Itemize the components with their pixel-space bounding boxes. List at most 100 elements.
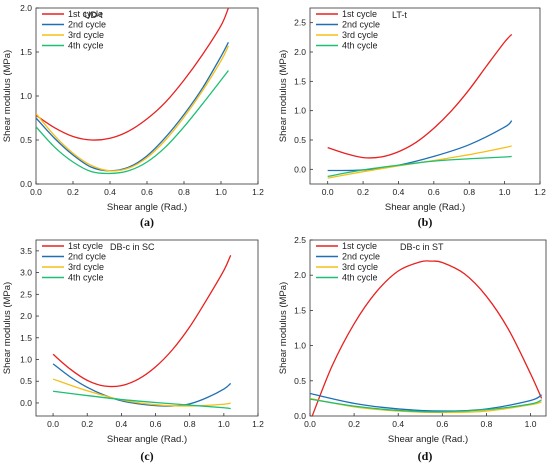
y-tick-label: 3.0 — [20, 268, 32, 278]
y-tick-label: 1.0 — [20, 91, 32, 101]
y-tick-label: 2.5 — [20, 289, 32, 299]
panel-caption: (c) — [140, 449, 153, 463]
x-tick-label: 1.2 — [534, 187, 546, 197]
series-line-4 — [327, 155, 512, 178]
plot-frame — [309, 239, 547, 417]
y-tick-label: 0.0 — [294, 411, 306, 421]
chart-panel-b: 0.0 0.2 0.4 0.6 0.8 1.0 1.2 0.0 0.5 1.0 1.5 2.0 2.5 S… — [278, 7, 546, 229]
x-tick-label: 0.2 — [348, 419, 360, 429]
x-tick-label: 1.0 — [499, 187, 511, 197]
legend-label: 2nd cycle — [342, 20, 380, 30]
series-line-2 — [36, 42, 229, 172]
legend-label: 1st cycle — [68, 9, 103, 19]
panel-tag: DB-c in ST — [400, 242, 444, 252]
panel-tag: LT-t — [392, 10, 407, 20]
x-axis-label: Shear angle (Rad.) — [107, 202, 187, 213]
y-tick-label: 2.5 — [294, 18, 306, 28]
series-line-1 — [52, 254, 232, 388]
legend-label: 2nd cycle — [342, 252, 380, 262]
chart-panel-c: 0.0 0.2 0.4 0.6 0.8 1.0 1.2 0.0 0.5 1.0 1.5 2.0 2.5 3… — [2, 239, 264, 463]
x-tick-label: 0.8 — [178, 187, 190, 197]
legend-label: 3rd cycle — [68, 30, 104, 40]
x-tick-label: 0.4 — [392, 419, 404, 429]
x-tick-label: 1.0 — [215, 187, 227, 197]
chart-panel-a: 0.0 0.2 0.4 0.6 0.8 1.0 1.2 0.0 0.5 1.0 1.5 2.0 Shea… — [2, 3, 264, 229]
x-tick-label: 0.2 — [67, 187, 79, 197]
series-line-3 — [36, 45, 229, 172]
x-tick-label: 1.0 — [218, 419, 230, 429]
legend-label: 3rd cycle — [342, 30, 378, 40]
y-tick-label: 2.0 — [294, 270, 306, 280]
y-tick-label: 2.0 — [294, 47, 306, 57]
y-tick-label: 2.0 — [20, 311, 32, 321]
y-tick-label: 1.0 — [20, 355, 32, 365]
series-line-4 — [52, 390, 231, 410]
legend-label: 4th cycle — [68, 41, 104, 51]
y-tick-label: 0.0 — [20, 398, 32, 408]
legend-label: 1st cycle — [342, 9, 377, 19]
y-tick-label: 0.5 — [294, 376, 306, 386]
y-tick-label: 1.5 — [294, 305, 306, 315]
y-axis-label: Shear modulus (MPa) — [278, 50, 289, 142]
y-axis-label: Shear modulus (MPa) — [2, 50, 13, 142]
series-line-4 — [36, 70, 229, 175]
series-line-4 — [310, 398, 542, 413]
plot-frame — [35, 239, 259, 417]
y-tick-label: 1.0 — [294, 106, 306, 116]
chart-panel-d: 0.0 0.2 0.4 0.6 0.8 1.0 0.0 0.5 1.0 1.5 2.0 2.5 Shea… — [278, 235, 547, 463]
series-line-3 — [310, 397, 542, 414]
series-line-3 — [52, 378, 231, 407]
y-tick-label: 0.0 — [294, 164, 306, 174]
x-axis-label: Shear angle (Rad.) — [107, 434, 187, 445]
x-tick-label: 0.4 — [115, 419, 127, 429]
legend-label: 3rd cycle — [342, 262, 378, 272]
panel-caption: (b) — [418, 215, 433, 229]
panel-caption: (d) — [418, 449, 433, 463]
y-tick-label: 0.0 — [20, 179, 32, 189]
x-tick-label: 1.2 — [252, 187, 264, 197]
x-tick-label: 0.8 — [184, 419, 196, 429]
x-tick-label: 0.4 — [104, 187, 116, 197]
y-tick-label: 1.5 — [20, 333, 32, 343]
y-tick-label: 0.5 — [294, 135, 306, 145]
y-tick-label: 1.5 — [20, 47, 32, 57]
plot-frame — [309, 7, 541, 185]
x-tick-label: 0.0 — [322, 187, 334, 197]
y-tick-label: 0.5 — [20, 376, 32, 386]
legend-label: 1st cycle — [68, 241, 103, 251]
legend-label: 2nd cycle — [68, 20, 106, 30]
x-tick-label: 0.6 — [428, 187, 440, 197]
panel-tag: DB-c in SC — [110, 242, 155, 252]
series-line-2 — [52, 363, 232, 407]
legend-label: 3rd cycle — [68, 262, 104, 272]
y-axis-label: Shear modulus (MPa) — [2, 282, 13, 374]
x-tick-label: 1.2 — [252, 419, 264, 429]
x-tick-label: 0.0 — [47, 419, 59, 429]
x-tick-label: 0.2 — [357, 187, 369, 197]
legend-label: 2nd cycle — [68, 252, 106, 262]
x-tick-label: 0.8 — [481, 419, 493, 429]
series-line-1 — [327, 33, 513, 159]
y-tick-label: 0.5 — [20, 135, 32, 145]
x-tick-label: 0.0 — [304, 419, 316, 429]
y-axis-label: Shear modulus (MPa) — [278, 282, 289, 374]
x-tick-label: 0.6 — [141, 187, 153, 197]
x-tick-label: 0.0 — [30, 187, 42, 197]
panel-caption: (a) — [140, 215, 154, 229]
x-axis-label: Shear angle (Rad.) — [385, 202, 465, 213]
x-tick-label: 0.8 — [463, 187, 475, 197]
series-line-1 — [311, 260, 543, 416]
y-tick-label: 2.5 — [294, 235, 306, 245]
x-axis-label: Shear angle (Rad.) — [388, 434, 468, 445]
legend-label: 4th cycle — [342, 41, 378, 51]
y-tick-label: 1.0 — [294, 341, 306, 351]
x-tick-label: 0.4 — [393, 187, 405, 197]
legend-label: 4th cycle — [68, 273, 104, 283]
legend-label: 1st cycle — [342, 241, 377, 251]
y-tick-label: 3.5 — [20, 246, 32, 256]
x-tick-label: 0.6 — [436, 419, 448, 429]
panel-tag: UD-t — [84, 10, 103, 20]
x-tick-label: 0.2 — [81, 419, 93, 429]
series-line-2 — [310, 392, 542, 412]
